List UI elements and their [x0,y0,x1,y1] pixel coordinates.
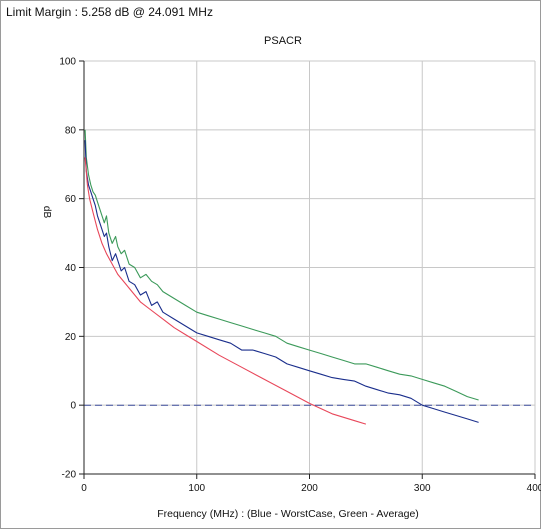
chart-title: PSACR [264,35,302,47]
series-line-red [84,157,367,425]
chart-axes: -20 0 20 40 60 80 100 0 100 200 300 400 [59,57,541,495]
y-tick-label-40: 40 [65,263,77,274]
x-tick-label-200: 200 [301,483,318,494]
y-tick-label-20: 20 [65,332,77,343]
x-tick-label-100: 100 [188,483,205,494]
x-tick-label-300: 300 [414,483,431,494]
series-line-blue [84,140,479,423]
series-line-green [84,129,479,401]
x-tick-label-0: 0 [81,483,87,494]
x-axis-label: Frequency (MHz) : (Blue - WorstCase, Gre… [157,508,419,520]
chart-grid [84,60,536,474]
y-tick-label--20: -20 [62,470,77,481]
x-tick-label-400: 400 [527,483,541,494]
plot-area [84,129,535,425]
y-tick-label-100: 100 [59,57,76,68]
limit-margin-label: Limit Margin : 5.258 dB @ 24.091 MHz [6,5,213,19]
y-tick-label-80: 80 [65,125,77,136]
y-tick-label-60: 60 [65,194,77,205]
y-tick-label-0: 0 [70,401,76,412]
y-axis-label: dB [41,206,52,219]
